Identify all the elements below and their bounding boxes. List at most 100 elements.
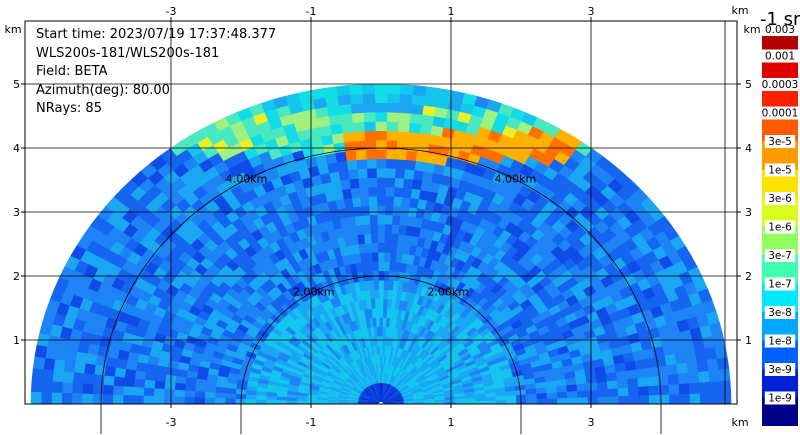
field-cell xyxy=(30,380,43,393)
field-cell xyxy=(596,380,609,390)
field-cell xyxy=(378,298,384,309)
colorbar-label-bg xyxy=(764,334,796,348)
field-cell xyxy=(347,168,359,180)
field-cell xyxy=(194,397,206,405)
field-cell xyxy=(163,389,175,398)
beta-field xyxy=(30,83,732,405)
field-cell xyxy=(374,121,388,132)
colorbar-label: 3e-7 xyxy=(768,250,792,262)
field-cell xyxy=(361,93,376,104)
field-cell xyxy=(372,270,379,281)
x-tick-label-top: -1 xyxy=(306,5,317,18)
field-cell xyxy=(357,177,369,188)
colorbar-label: 3e-9 xyxy=(768,364,792,376)
field-cell xyxy=(384,186,395,197)
field-cell xyxy=(688,382,701,394)
field-cell xyxy=(368,195,378,206)
field-cell xyxy=(382,326,387,337)
x-tick-label-top: -3 xyxy=(166,5,177,18)
field-cell xyxy=(83,363,96,376)
field-cell xyxy=(102,375,115,387)
field-cell xyxy=(386,130,398,141)
field-cell xyxy=(617,386,630,397)
field-cell xyxy=(383,261,390,272)
field-cell xyxy=(387,279,394,291)
field-cell xyxy=(376,186,386,197)
field-cell xyxy=(63,360,76,374)
field-cell xyxy=(122,394,134,405)
field-cell xyxy=(375,167,387,178)
field-cell xyxy=(105,356,118,369)
field-cell xyxy=(334,151,347,163)
field-cell xyxy=(375,149,387,160)
field-cell xyxy=(516,398,528,405)
field-cell xyxy=(385,167,396,179)
gridlines xyxy=(25,21,737,404)
field-cell xyxy=(391,214,401,226)
field-cell xyxy=(597,388,609,397)
field-cell xyxy=(696,359,709,373)
field-cell xyxy=(412,85,427,97)
field-cell xyxy=(214,392,226,400)
field-cell xyxy=(412,169,425,181)
field-cell xyxy=(577,396,589,405)
field-cell xyxy=(204,391,216,399)
field-cell xyxy=(184,383,196,392)
field-cell xyxy=(225,387,237,395)
field-cell xyxy=(322,86,338,98)
field-cell xyxy=(81,393,93,405)
field-cell xyxy=(183,397,195,405)
field-cell xyxy=(61,392,73,405)
field-cell xyxy=(505,399,517,405)
field-cell xyxy=(53,359,66,373)
field-cell xyxy=(329,123,343,135)
field-cell xyxy=(576,389,589,398)
field-cell xyxy=(173,389,186,398)
field-cell xyxy=(379,326,383,337)
field-cell xyxy=(361,83,376,95)
field-cell xyxy=(394,158,407,170)
field-cell xyxy=(384,195,394,206)
field-cell xyxy=(410,103,424,115)
field-cell xyxy=(204,385,217,394)
field-cell xyxy=(378,317,384,328)
field-cell xyxy=(408,122,422,134)
field-cell xyxy=(164,381,176,391)
y-tick-label-right: 1 xyxy=(745,334,752,347)
field-cell xyxy=(396,243,405,254)
field-cell xyxy=(338,103,352,115)
field-cell xyxy=(546,391,558,399)
colorbar-label-bg xyxy=(764,163,796,177)
field-cell xyxy=(393,177,405,188)
field-cell xyxy=(42,357,56,371)
field-cell xyxy=(378,307,384,318)
colorbar-label-bg xyxy=(764,391,796,405)
field-cell xyxy=(687,371,700,384)
colorbar-label-bg xyxy=(764,363,796,376)
field-cell xyxy=(367,186,378,197)
field-cell xyxy=(386,121,399,132)
y-tick-label-right: 2 xyxy=(745,270,752,283)
colorbar-label-bg xyxy=(764,220,796,234)
start-time-label: Start time: 2023/07/19 17:37:48.377 xyxy=(36,27,277,42)
field-cell xyxy=(356,168,368,179)
field-cell xyxy=(417,132,431,144)
field-cell xyxy=(255,399,267,405)
field-label: Field: BETA xyxy=(36,64,108,79)
field-cell xyxy=(397,121,410,133)
field-cell xyxy=(224,393,236,400)
field-cell xyxy=(386,111,400,123)
colorbar-label-bg xyxy=(761,49,799,63)
field-cell xyxy=(436,88,453,101)
field-cell xyxy=(401,187,413,199)
field-cell xyxy=(618,395,630,405)
field-cell xyxy=(112,394,124,405)
field-cell xyxy=(536,398,548,405)
field-cell xyxy=(365,149,377,160)
range-ring-label: 2.00km xyxy=(427,285,469,298)
y-tick-label-left: 1 xyxy=(13,334,20,347)
field-cell xyxy=(413,160,426,172)
field-cell xyxy=(365,158,377,169)
field-cell xyxy=(384,214,393,225)
